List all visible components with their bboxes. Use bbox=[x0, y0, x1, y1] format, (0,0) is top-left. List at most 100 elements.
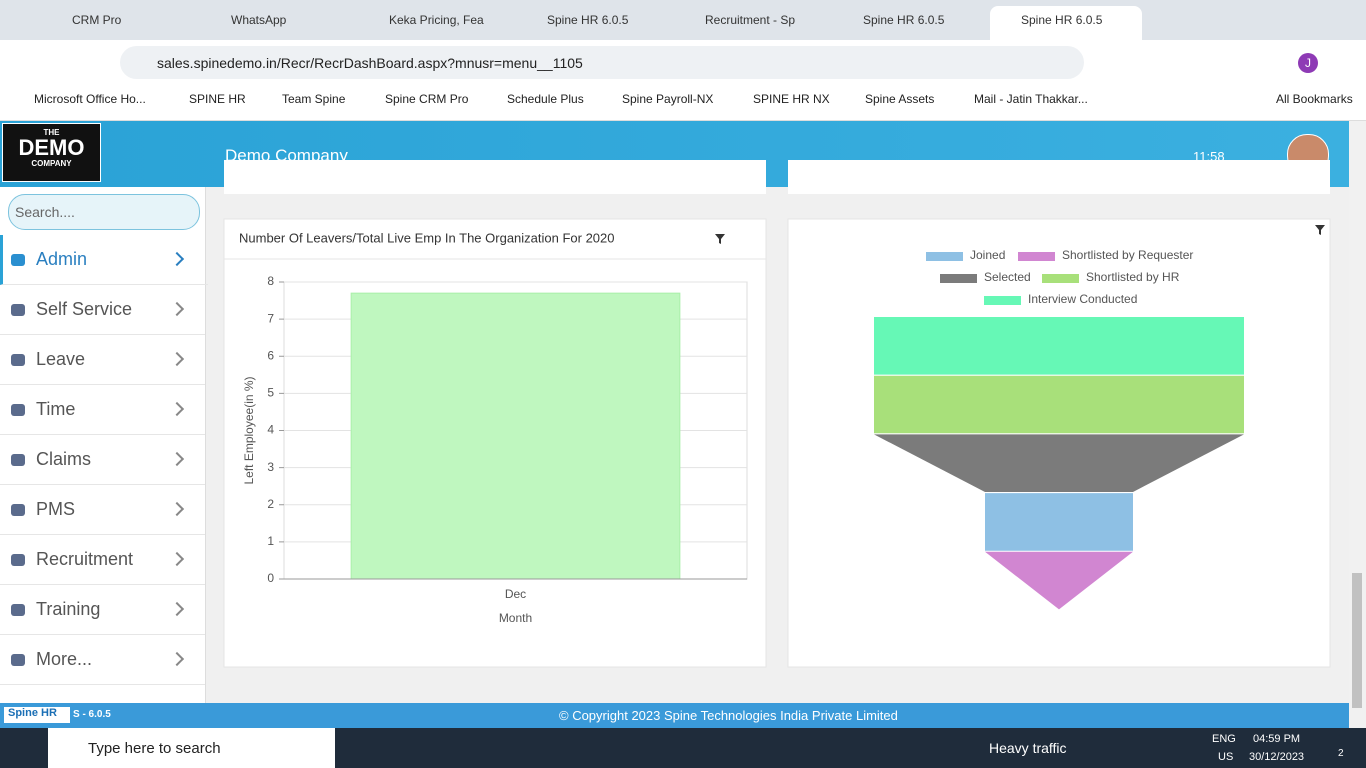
url[interactable]: sales.spinedemo.in/Recr/RecrDashBoard.as… bbox=[157, 55, 583, 71]
legend-swatch bbox=[926, 252, 963, 261]
clock-time[interactable]: 04:59 PM bbox=[1253, 733, 1301, 745]
menu-icon bbox=[11, 554, 25, 566]
filter-icon bbox=[715, 234, 725, 244]
search-placeholder: Search.... bbox=[15, 204, 75, 220]
clock-date[interactable]: 30/12/2023 bbox=[1249, 751, 1305, 763]
legend-label: Shortlisted by HR bbox=[1086, 270, 1180, 284]
tab-title[interactable]: Spine HR 6.0.5 bbox=[1021, 13, 1103, 27]
funnel-segment bbox=[985, 493, 1133, 551]
logo-main: DEMO bbox=[18, 135, 85, 160]
chart-title: Number Of Leavers/Total Live Emp In The … bbox=[239, 230, 615, 245]
tab-title[interactable]: WhatsApp bbox=[231, 13, 287, 27]
menu-icon bbox=[11, 654, 25, 666]
y-axis-label: Left Employee(in %) bbox=[242, 376, 256, 484]
bookmark[interactable]: Mail - Jatin Thakkar... bbox=[974, 92, 1088, 106]
weather[interactable]: Heavy traffic bbox=[989, 740, 1067, 756]
y-tick-label: 2 bbox=[267, 497, 274, 511]
x-tick-label: Dec bbox=[505, 587, 526, 601]
all-bookmarks[interactable]: All Bookmarks bbox=[1276, 92, 1353, 106]
omnibox[interactable] bbox=[120, 46, 1084, 79]
menu-item[interactable] bbox=[0, 535, 205, 585]
x-axis-label: Month bbox=[499, 611, 532, 625]
tab-title[interactable]: Recruitment - Sp bbox=[705, 13, 796, 27]
funnel-segment bbox=[874, 375, 1244, 434]
tab-title[interactable]: Spine HR 6.0.5 bbox=[863, 13, 945, 27]
funnel-segment bbox=[874, 317, 1244, 375]
legend-swatch bbox=[1042, 274, 1079, 283]
y-tick-label: 5 bbox=[267, 386, 274, 400]
bookmark[interactable]: Spine Assets bbox=[865, 92, 935, 106]
bookmark[interactable]: Spine Payroll-NX bbox=[622, 92, 714, 106]
menu-label[interactable]: Time bbox=[36, 399, 76, 419]
menu-item[interactable] bbox=[0, 385, 205, 435]
taskbar-search-text: Type here to search bbox=[88, 740, 221, 757]
y-tick-label: 0 bbox=[267, 571, 274, 585]
menu-label[interactable]: Leave bbox=[36, 349, 86, 369]
footer-brand: Spine HR bbox=[4, 707, 70, 723]
funnel-card bbox=[787, 218, 1331, 668]
menu-icon bbox=[11, 304, 25, 316]
legend-label: Joined bbox=[970, 248, 1005, 262]
company-name: Demo Company bbox=[225, 146, 348, 165]
tab-bar bbox=[0, 0, 1366, 40]
version: S - 6.0.5 bbox=[73, 709, 111, 720]
profile[interactable]: J bbox=[1298, 53, 1318, 73]
bar bbox=[350, 292, 681, 580]
menu-item[interactable] bbox=[0, 435, 205, 485]
menu-item[interactable] bbox=[0, 485, 205, 535]
tab-title[interactable]: Keka Pricing, Fea bbox=[389, 13, 484, 27]
y-tick-label: 8 bbox=[267, 274, 274, 288]
scrollbar bbox=[1349, 121, 1366, 728]
bookmark[interactable]: Spine CRM Pro bbox=[385, 92, 469, 106]
menu-label[interactable]: Admin bbox=[36, 249, 88, 269]
menu-icon bbox=[11, 404, 25, 416]
menu-label[interactable]: PMS bbox=[36, 499, 76, 519]
bookmark[interactable]: SPINE HR NX bbox=[753, 92, 830, 106]
session-time: 11:58 bbox=[1193, 149, 1225, 164]
y-tick-label: 6 bbox=[267, 348, 274, 362]
menu-icon bbox=[11, 354, 25, 366]
sidebar bbox=[0, 187, 206, 703]
menu-label[interactable]: Self Service bbox=[36, 299, 133, 319]
plot-frame bbox=[283, 281, 748, 580]
menu-label[interactable]: More... bbox=[36, 649, 93, 669]
lang-2[interactable]: US bbox=[1218, 751, 1234, 763]
tab-title[interactable]: CRM Pro bbox=[72, 13, 122, 27]
active-tab[interactable] bbox=[990, 6, 1142, 40]
app-header bbox=[0, 121, 1349, 187]
menu-item[interactable] bbox=[0, 235, 208, 285]
notifications[interactable]: 2 bbox=[1338, 748, 1344, 759]
bookmark[interactable]: Team Spine bbox=[282, 92, 346, 106]
funnel-segment bbox=[874, 434, 1244, 492]
legend-label: Selected bbox=[984, 270, 1031, 284]
bookmark[interactable]: Schedule Plus bbox=[507, 92, 584, 106]
taskbar-search[interactable]: Type here to search bbox=[48, 728, 335, 768]
legend-label: Shortlisted by Requester bbox=[1062, 248, 1193, 262]
search-box[interactable]: Search.... bbox=[8, 194, 200, 230]
bookmark[interactable]: Microsoft Office Ho... bbox=[34, 92, 146, 106]
tab-title[interactable]: Spine HR 6.0.5 bbox=[547, 13, 629, 27]
menu-item[interactable] bbox=[0, 285, 205, 335]
legend-swatch bbox=[984, 296, 1021, 305]
copyright: © Copyright 2023 Spine Technologies Indi… bbox=[559, 708, 898, 723]
menu-label[interactable]: Training bbox=[36, 599, 101, 619]
menu-item[interactable] bbox=[0, 635, 205, 685]
logo[interactable]: THE DEMO COMPANY bbox=[2, 123, 101, 182]
logo-bottom: COMPANY bbox=[31, 159, 72, 168]
logo-top: THE bbox=[43, 128, 60, 137]
filter-icon bbox=[1315, 225, 1325, 235]
bookmark[interactable]: SPINE HR bbox=[189, 92, 246, 106]
y-tick-label: 3 bbox=[267, 460, 274, 474]
menu-icon bbox=[11, 604, 25, 616]
menu-item[interactable] bbox=[0, 335, 205, 385]
lang-1[interactable]: ENG bbox=[1212, 733, 1236, 745]
legend-swatch bbox=[940, 274, 977, 283]
menu-item[interactable] bbox=[0, 585, 205, 635]
menu-label[interactable]: Claims bbox=[36, 449, 92, 469]
y-tick-label: 1 bbox=[267, 534, 274, 548]
avatar[interactable] bbox=[1287, 134, 1329, 176]
legend-swatch bbox=[1018, 252, 1055, 261]
bar-card bbox=[223, 218, 767, 668]
footer bbox=[0, 703, 1349, 728]
menu-label[interactable]: Recruitment bbox=[36, 549, 134, 569]
